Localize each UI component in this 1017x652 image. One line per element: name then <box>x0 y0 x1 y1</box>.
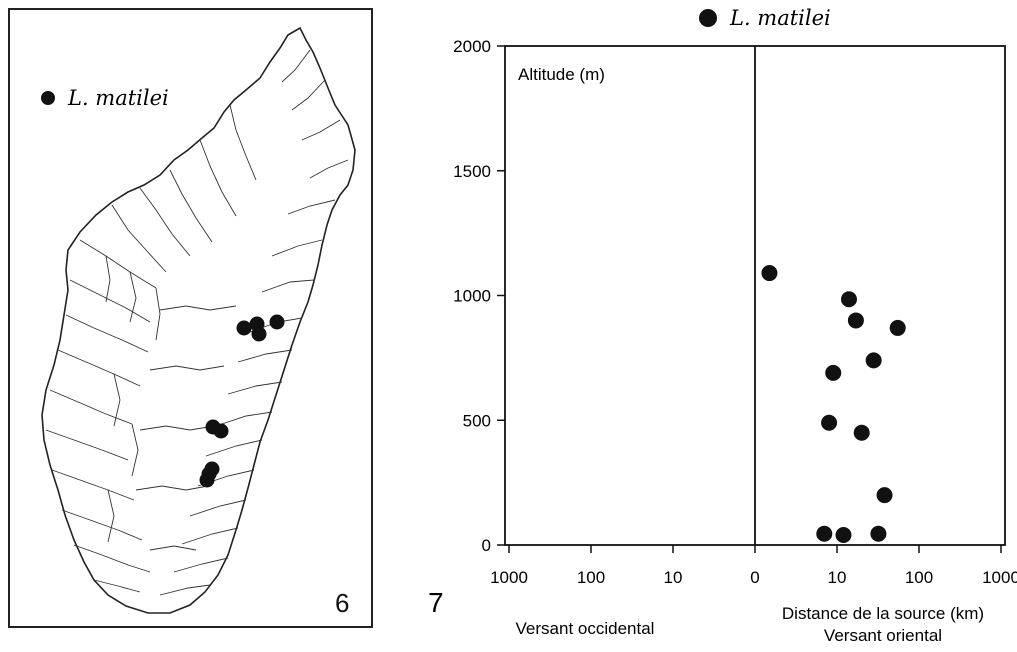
x-tick-label: 100 <box>905 568 933 587</box>
river <box>181 527 239 545</box>
map-panel: L. matilei 6 <box>8 8 373 628</box>
occurrence-dot <box>269 314 285 330</box>
altitude-chart: L. matilei Altitude (m) 0500100015002000… <box>428 6 1017 645</box>
chart-legend-label: L. matilei <box>729 6 831 30</box>
panel-number-6: 6 <box>335 588 350 618</box>
river <box>287 199 336 215</box>
river <box>93 579 141 593</box>
river <box>45 429 129 461</box>
x-tick-label: 10 <box>664 568 683 587</box>
y-axis-title: Altitude (m) <box>518 65 605 84</box>
madagascar-map: L. matilei <box>41 26 356 614</box>
x-tick-label: 100 <box>577 568 605 587</box>
y-axis: 0 500 1000 1500 2000 <box>453 37 505 555</box>
river <box>155 287 161 341</box>
data-point <box>853 424 870 441</box>
river-network <box>45 49 349 596</box>
occurrence-dot <box>236 320 252 336</box>
x-tick-label: 1000 <box>982 568 1017 587</box>
river <box>227 381 283 395</box>
river <box>159 305 237 311</box>
river <box>281 49 311 83</box>
river <box>149 365 225 371</box>
x-tick-label: 10 <box>828 568 847 587</box>
river <box>139 187 191 257</box>
island-outline <box>41 26 356 614</box>
river <box>159 584 211 596</box>
river <box>229 104 257 181</box>
river <box>301 119 341 141</box>
data-points <box>761 265 906 544</box>
river <box>139 425 215 431</box>
x-label-right-sub: Versant oriental <box>824 626 942 645</box>
river <box>129 271 137 323</box>
data-point <box>825 364 842 381</box>
river <box>199 139 237 217</box>
data-point <box>876 487 893 504</box>
river <box>215 411 273 427</box>
river <box>169 169 213 243</box>
river <box>61 509 143 541</box>
river <box>79 239 157 289</box>
river <box>173 557 229 573</box>
river <box>309 159 349 179</box>
river <box>57 349 141 387</box>
chart-legend-dot <box>699 9 717 27</box>
x-label-left: Versant occidental <box>516 619 655 638</box>
chart-legend: L. matilei <box>699 6 831 30</box>
map-legend-label: L. matilei <box>67 86 169 110</box>
data-point <box>870 525 887 542</box>
occurrence-dot <box>199 472 215 488</box>
data-point <box>865 352 882 369</box>
river <box>271 239 323 257</box>
river <box>149 545 197 551</box>
y-tick-label: 2000 <box>453 37 491 56</box>
legend-dot <box>41 91 55 105</box>
panel-number-7: 7 <box>428 587 444 618</box>
x-axis: 1000 100 10 0 10 100 1000 <box>490 545 1017 587</box>
data-point <box>816 525 833 542</box>
river <box>113 373 121 427</box>
data-point <box>889 319 906 336</box>
river <box>107 489 115 543</box>
river <box>135 485 209 491</box>
river <box>205 439 263 457</box>
river <box>131 423 139 477</box>
river <box>73 544 151 573</box>
river <box>51 469 135 501</box>
river <box>105 255 111 303</box>
x-tick-label: 1000 <box>490 568 528 587</box>
y-tick-label: 1500 <box>453 162 491 181</box>
x-tick-label: 0 <box>750 568 759 587</box>
river <box>291 79 326 111</box>
data-point <box>847 312 864 329</box>
y-tick-label: 0 <box>482 536 491 555</box>
river <box>49 389 133 425</box>
occurrence-dot <box>213 423 229 439</box>
x-label-right: Distance de la source (km) <box>782 604 984 623</box>
occurrence-dot <box>251 326 267 342</box>
river <box>111 204 167 273</box>
map-legend: L. matilei <box>41 86 169 110</box>
data-point <box>821 414 838 431</box>
river <box>65 314 149 353</box>
occurrence-points <box>199 314 285 488</box>
river <box>69 279 151 323</box>
y-tick-label: 500 <box>463 411 491 430</box>
river <box>237 349 293 363</box>
y-tick-label: 1000 <box>453 287 491 306</box>
river <box>189 499 247 517</box>
river <box>261 279 315 293</box>
data-point <box>840 291 857 308</box>
data-point <box>761 265 778 282</box>
data-point <box>835 527 852 544</box>
